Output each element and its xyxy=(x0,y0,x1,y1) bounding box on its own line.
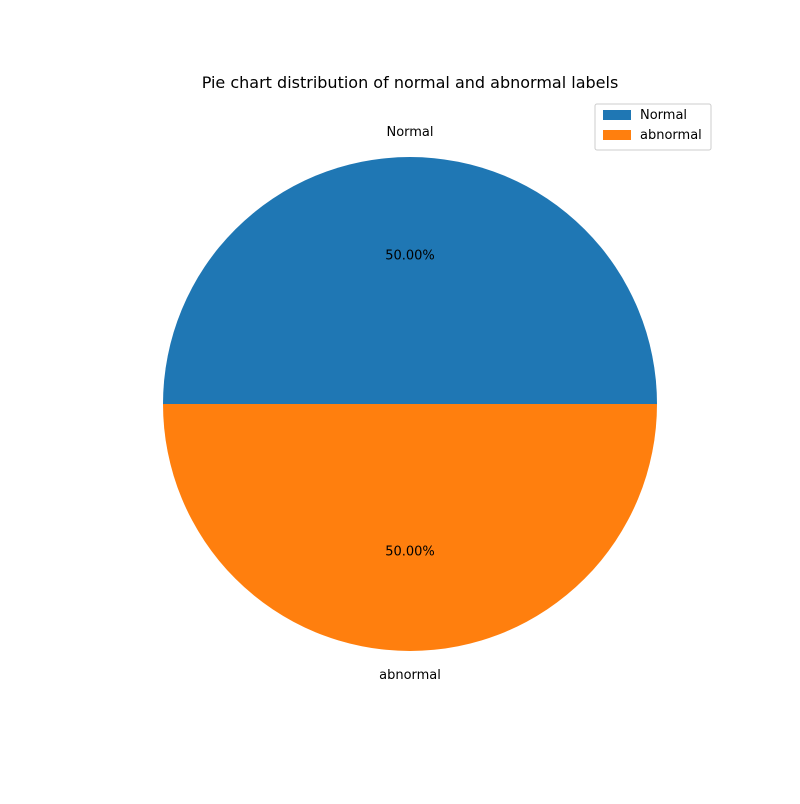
legend-label-normal: Normal xyxy=(640,108,687,123)
legend-swatch-normal xyxy=(603,110,631,120)
legend-swatch-abnormal xyxy=(603,130,631,140)
slice-percent-normal: 50.00% xyxy=(385,248,435,263)
slices-layer xyxy=(163,157,657,651)
slice-label-normal: Normal xyxy=(386,125,433,140)
chart-title: Pie chart distribution of normal and abn… xyxy=(202,73,619,92)
labels-layer: Normal 50.00% abnormal 50.00% xyxy=(379,125,441,683)
legend: Normal abnormal xyxy=(594,103,712,151)
pie-slice-normal xyxy=(163,157,657,404)
legend-label-abnormal: abnormal xyxy=(640,128,702,143)
slice-percent-abnormal: 50.00% xyxy=(385,545,435,560)
pie-slice-abnormal xyxy=(163,404,657,651)
slice-label-abnormal: abnormal xyxy=(379,668,441,683)
